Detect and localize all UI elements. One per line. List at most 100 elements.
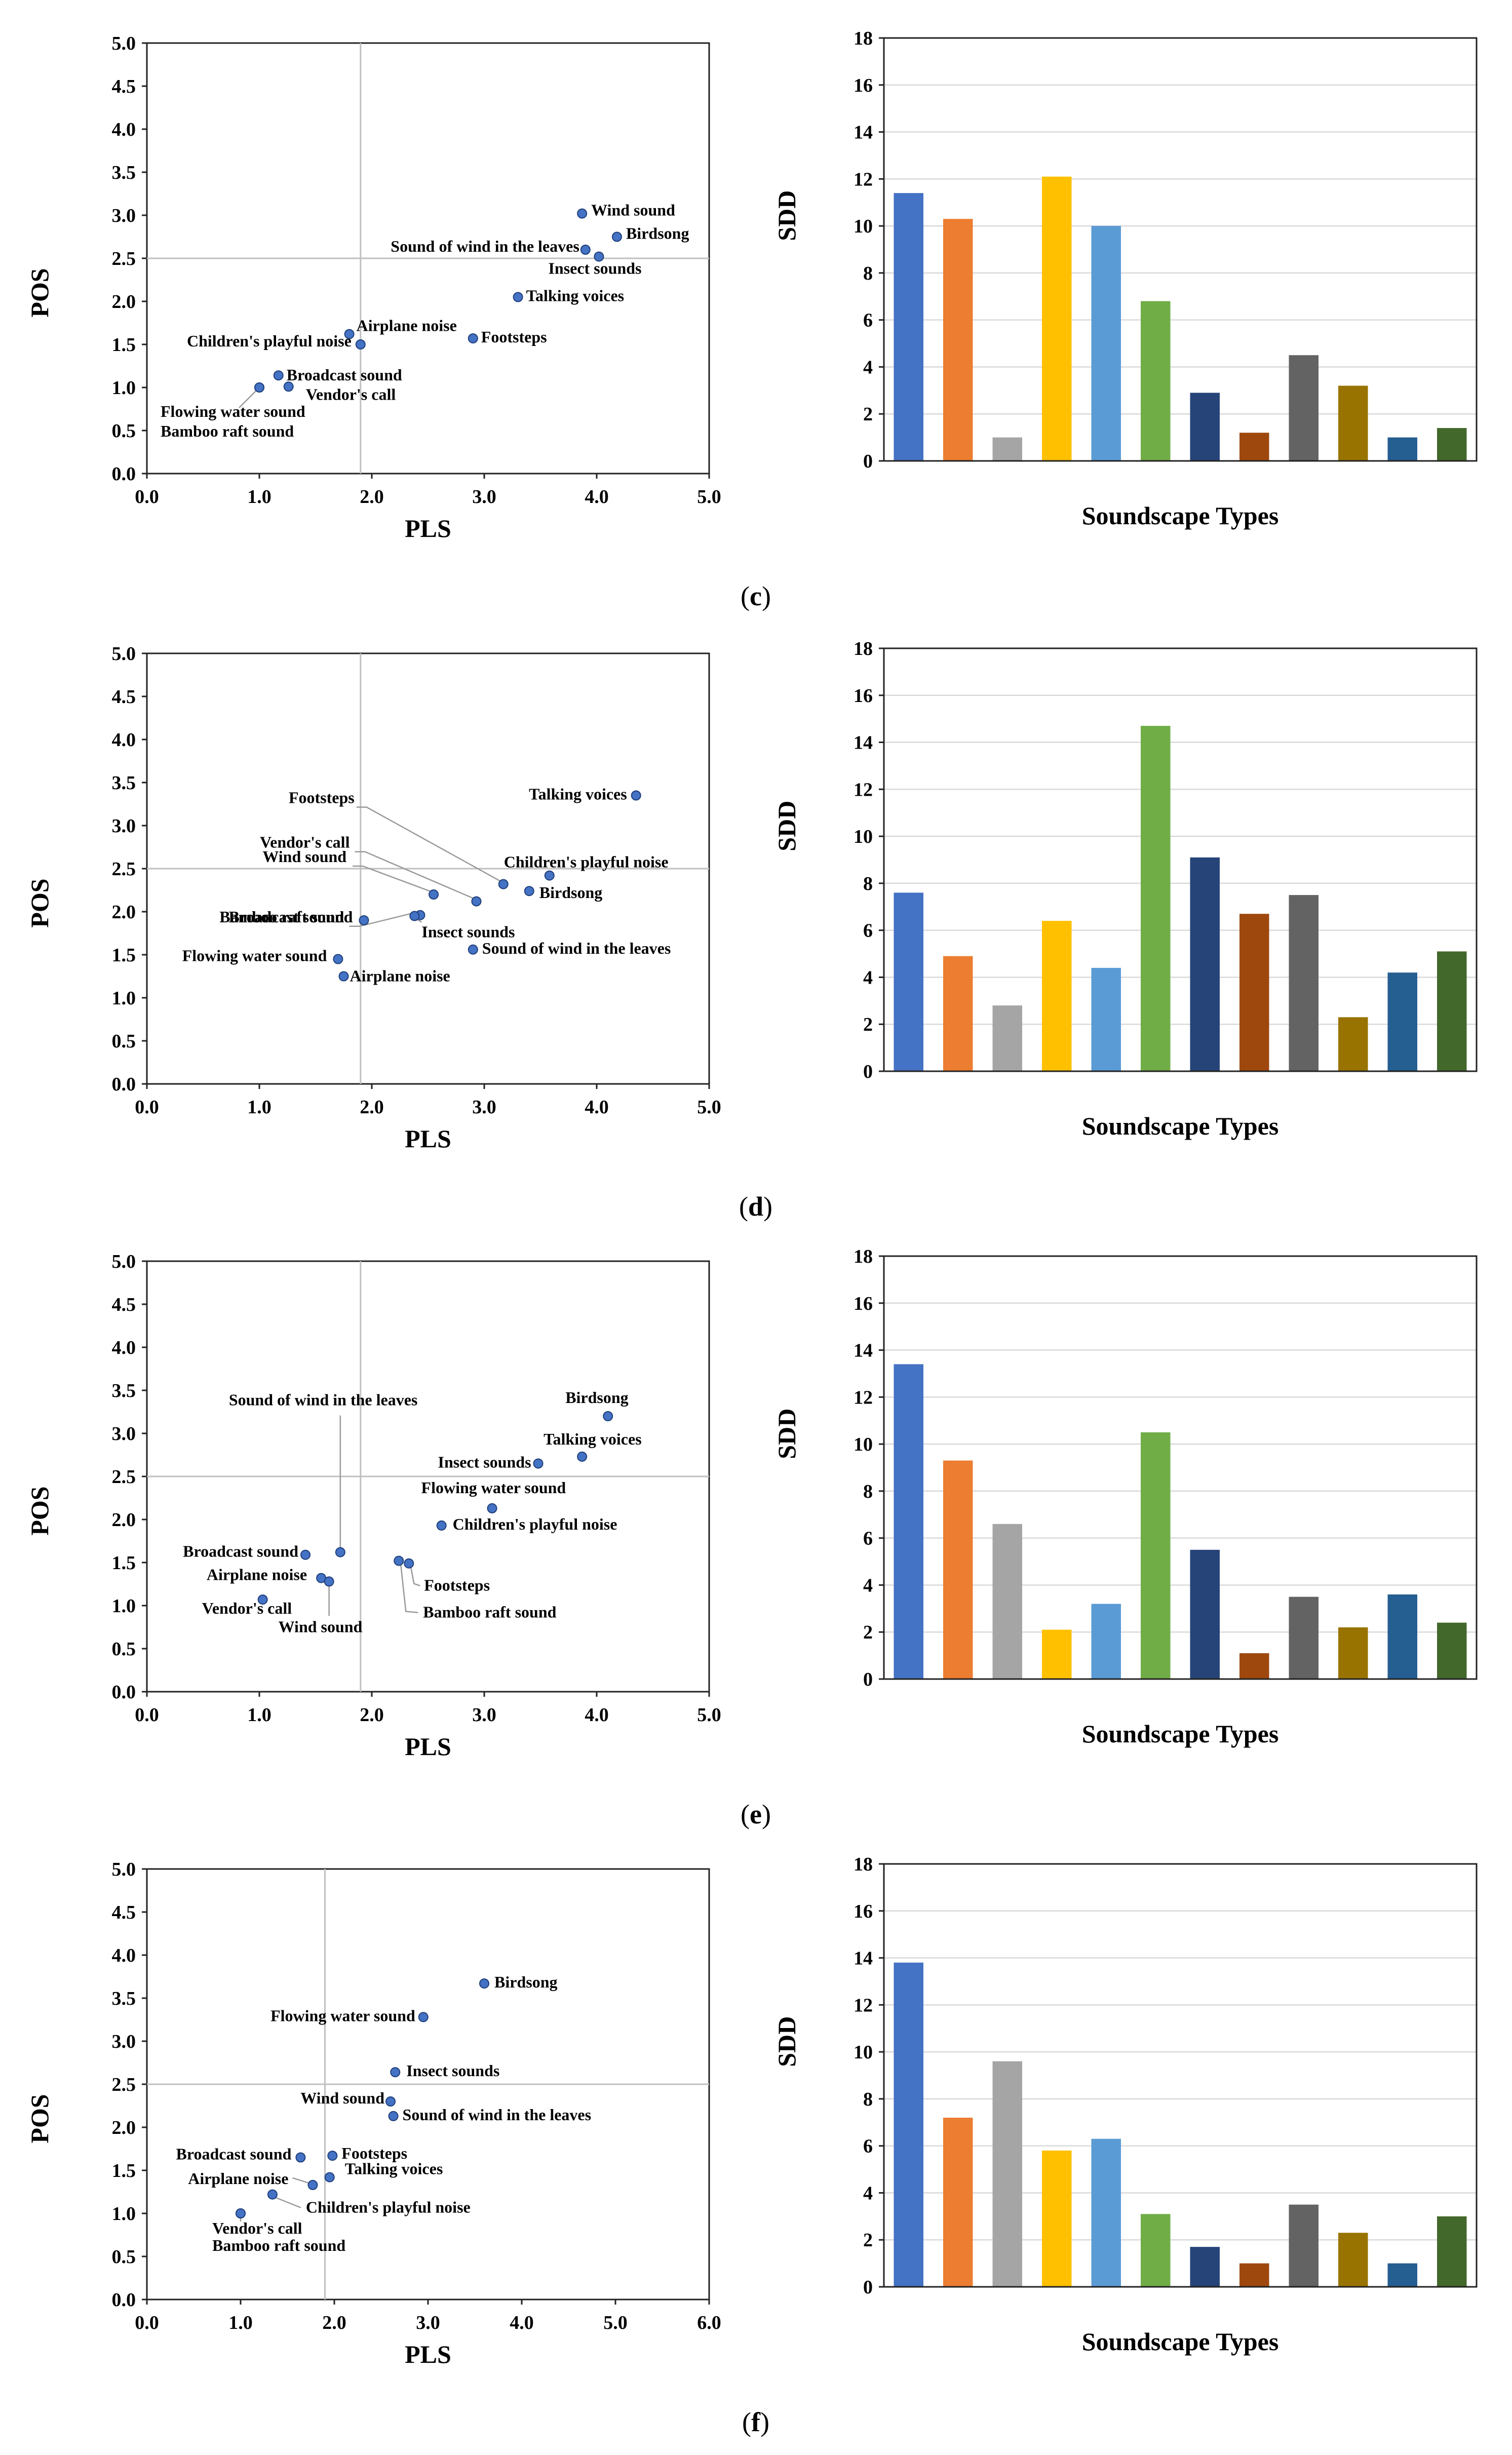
- point-label-insect-sounds: Insect sounds: [548, 259, 641, 278]
- data-point-wind-sound: [577, 208, 588, 219]
- y-tick-label: 1.5: [112, 945, 136, 966]
- x-axis-title: PLS: [405, 2340, 451, 2368]
- y-tick-label: 12: [854, 1387, 873, 1408]
- scatter-plot-d: 0.0 1.0 2.0 3.0 4.0 5.0 0.0 0.5 1.0 1.5 2.0 2.5 3.0 3…: [25, 643, 721, 1153]
- bar-10: [1338, 1627, 1368, 1679]
- point-label-birdsong: Birdsong: [539, 883, 602, 902]
- y-tick-label: 18: [854, 1246, 873, 1267]
- point-label-insect-sounds: Insect sounds: [438, 1453, 531, 1471]
- bar-1: [894, 193, 923, 461]
- y-tick-label: 2.5: [112, 859, 136, 880]
- bar-9: [1289, 355, 1319, 461]
- point-label-broadcast-sound: Broadcast sound: [287, 366, 402, 384]
- y-tick-label: 3.0: [112, 815, 136, 837]
- data-point-insect-sounds: [533, 1458, 544, 1469]
- x-tick-label: 5.0: [697, 1704, 721, 1726]
- x-tick-label: 5.0: [697, 486, 721, 508]
- panel-letter: c: [750, 581, 762, 611]
- x-tick-label: 5.0: [603, 2312, 628, 2333]
- point-label-talking-voices: Talking voices: [345, 2160, 443, 2178]
- data-point-birdsong: [524, 886, 534, 897]
- bar-4: [1042, 1629, 1072, 1679]
- point-label-airplane-noise: Airplane noise: [350, 967, 450, 985]
- bar-11: [1387, 2263, 1417, 2287]
- y-tick-label: 1.0: [112, 377, 136, 399]
- y-axis-title: POS: [25, 268, 54, 317]
- bar-6: [1141, 1432, 1171, 1679]
- bar-2: [943, 1460, 973, 1679]
- panel-letter: e: [750, 1799, 762, 1829]
- x-tick-label: 1.0: [247, 1097, 272, 1118]
- y-tick-label: 8: [863, 1481, 873, 1502]
- bar-3: [992, 2061, 1022, 2287]
- y-tick-label: 0.5: [112, 1031, 136, 1052]
- point-label-children-s-playful-noise: Children's playful noise: [504, 853, 669, 871]
- x-tick-label: 4.0: [585, 1704, 609, 1726]
- bar-2: [943, 219, 973, 461]
- bar-1: [894, 1364, 923, 1679]
- point-label-flowing-water-sound: Flowing water sound: [421, 1478, 566, 1497]
- bar-7: [1190, 1549, 1220, 1679]
- bar-6: [1141, 301, 1171, 461]
- bar-4: [1042, 2150, 1072, 2287]
- data-point-bamboo-raft-sound: [254, 382, 264, 393]
- panel-label-c: (c): [741, 581, 771, 611]
- data-point-talking-voices: [631, 790, 641, 801]
- point-label-sound-of-wind-in-the-leaves: Sound of wind in the leaves: [229, 1391, 418, 1409]
- x-tick-label: 2.0: [360, 486, 384, 508]
- y-tick-label: 0.5: [112, 1639, 136, 1660]
- data-point-bamboo-raft-sound: [236, 2208, 246, 2218]
- bar-9: [1289, 895, 1319, 1071]
- bar-7: [1190, 393, 1220, 461]
- point-label-talking-voices: Talking voices: [526, 287, 625, 305]
- x-tick-label: 3.0: [472, 1097, 496, 1118]
- point-label-birdsong: Birdsong: [565, 1388, 628, 1407]
- y-tick-label: 0.5: [112, 420, 136, 442]
- point-label-sound-of-wind-in-the-leaves: Sound of wind in the leaves: [403, 2106, 592, 2124]
- point-label-bamboo-raft-sound: Bamboo raft sound: [423, 1603, 556, 1621]
- y-tick-label: 0.0: [112, 1682, 136, 1703]
- y-tick-label: 14: [854, 122, 873, 143]
- point-label-flowing-water-sound: Flowing water sound: [161, 402, 305, 420]
- panel-label-d: (d): [739, 1191, 772, 1222]
- point-label-footsteps: Footsteps: [341, 2144, 407, 2162]
- y-tick-label: 14: [854, 1948, 873, 1969]
- bar-8: [1239, 433, 1269, 461]
- y-tick-label: 6: [863, 1528, 873, 1549]
- data-point-sound-of-wind-in-the-leaves: [468, 944, 478, 955]
- y-axis-title: SDD: [772, 190, 801, 241]
- y-tick-label: 1.5: [112, 2160, 136, 2181]
- x-tick-label: 0.0: [135, 486, 159, 508]
- x-axis-title: Soundscape Types: [1082, 501, 1279, 530]
- y-tick-label: 1.0: [112, 988, 136, 1009]
- panel-letter: f: [751, 2407, 761, 2437]
- data-point-broadcast-sound: [295, 2152, 306, 2163]
- y-tick-label: 18: [854, 638, 873, 659]
- y-tick-label: 3.0: [112, 1423, 136, 1445]
- bar-5: [1091, 226, 1121, 461]
- y-tick-label: 2: [863, 1622, 873, 1643]
- data-point-footsteps: [327, 2151, 338, 2161]
- y-tick-label: 2: [863, 2230, 873, 2251]
- y-tick-label: 4.0: [112, 729, 136, 751]
- bar-3: [992, 1524, 1022, 1679]
- data-point-insect-sounds: [594, 251, 604, 262]
- point-label-footsteps: Footsteps: [424, 1576, 490, 1594]
- bar-1: [894, 1962, 923, 2287]
- bar-chart-e: 0 2 4 6 8 10 12 14 16 18 Soundscape Types SDD: [772, 1246, 1478, 1748]
- point-label-flowing-water-sound: Flowing water sound: [182, 947, 327, 965]
- bar-chart-d: 0 2 4 6 8 10 12 14 16 18 Soundscape Types SDD: [772, 638, 1478, 1140]
- bar-chart-frame: [883, 37, 1478, 462]
- y-tick-label: 3.5: [112, 162, 136, 183]
- data-point-flowing-water-sound: [333, 954, 343, 964]
- bar-11: [1387, 972, 1417, 1071]
- y-axis-title: SDD: [772, 1409, 801, 1459]
- bar-5: [1091, 1604, 1121, 1679]
- data-point-bamboo-raft-sound: [394, 1555, 404, 1566]
- bar-5: [1091, 967, 1121, 1071]
- x-tick-label: 0.0: [135, 1704, 159, 1726]
- x-tick-label: 1.0: [247, 486, 272, 508]
- data-point-bamboo-raft-sound: [359, 915, 369, 925]
- y-tick-label: 3.5: [112, 1988, 136, 2009]
- panel-letter: d: [748, 1191, 763, 1222]
